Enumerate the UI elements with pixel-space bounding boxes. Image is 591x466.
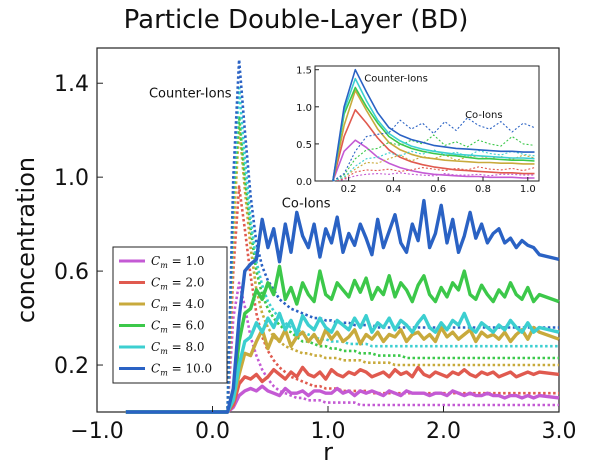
annotation-counter-ions: Counter-Ions	[149, 86, 232, 101]
inset-y-tick-label: 0.0	[296, 177, 312, 188]
inset-y-tick-label: 1.0	[296, 103, 312, 114]
legend-label: Cm = 4.0	[151, 297, 205, 313]
inset-x-tick-label: 0.2	[341, 184, 357, 195]
inset-series-layer	[332, 68, 535, 182]
inset-series-co-ions-2	[332, 154, 535, 182]
annotation-co-ions: Co-Ions	[282, 197, 331, 212]
chart-title: Particle Double-Layer (BD)	[124, 5, 469, 35]
inset-annotation-co-ions: Co-Ions	[465, 110, 503, 121]
series-co-ions-5	[125, 198, 560, 414]
inset-x-tick-label: 0.6	[430, 184, 446, 195]
main-series-layer	[125, 58, 560, 414]
legend-label: Cm = 10.0	[151, 362, 212, 378]
series-counter-ions-1	[125, 185, 559, 414]
series-co-ions-3	[125, 264, 560, 414]
x-tick-label: −1.0	[70, 419, 123, 444]
x-tick-label: 0.0	[195, 419, 230, 444]
inset-series-counter-ions-0	[332, 139, 535, 182]
inset-annotation-counter-ions: Counter-Ions	[364, 74, 428, 85]
main-tick-layer: −1.0 0.0 1.0 2.0 3.0 0.2 0.6 1.0 1.4	[54, 72, 577, 444]
x-tick-label: 3.0	[542, 419, 577, 444]
inset-series-co-ions-0	[332, 172, 535, 182]
series-co-ions-0	[125, 384, 560, 414]
series-counter-ions-0	[125, 281, 559, 414]
y-tick-label: 0.6	[54, 260, 89, 285]
inset-plot: 0.2 0.4 0.6 0.8 1.0 0.0 0.5 1.0 1.5 Counter-Ions…	[296, 65, 540, 195]
y-tick-label: 1.0	[54, 166, 89, 191]
legend: Cm = 1.0 Cm = 2.0 Cm = 4.0 Cm = 6.0 Cm = 8.0…	[112, 246, 228, 384]
x-axis-label: r	[323, 438, 333, 466]
x-tick-label: 2.0	[426, 419, 461, 444]
inset-x-tick-label: 0.8	[475, 184, 491, 195]
inset-x-tick-label: 1.0	[520, 184, 536, 195]
inset-y-tick-label: 0.5	[296, 140, 312, 151]
series-co-ions-4	[125, 311, 560, 414]
legend-box	[112, 246, 228, 384]
legend-label: Cm = 2.0	[151, 276, 205, 292]
y-tick-label: 0.2	[54, 354, 89, 379]
inset-series-co-ions-4	[332, 149, 535, 182]
legend-label: Cm = 1.0	[151, 254, 205, 270]
series-counter-ions-4	[125, 86, 559, 414]
inset-series-counter-ions-4	[332, 77, 535, 182]
legend-label: Cm = 8.0	[151, 340, 205, 356]
y-tick-label: 1.4	[54, 72, 89, 97]
x-tick-label: 1.0	[311, 419, 346, 444]
legend-items: Cm = 1.0 Cm = 2.0 Cm = 4.0 Cm = 6.0 Cm = 8.0…	[119, 254, 212, 378]
inset-tick-layer: 0.2 0.4 0.6 0.8 1.0 0.0 0.5 1.0 1.5	[296, 66, 536, 195]
inset-series-counter-ions-5	[332, 68, 535, 182]
inset-x-tick-label: 0.4	[385, 184, 401, 195]
inset-series-counter-ions-3	[332, 86, 535, 182]
inset-series-co-ions-1	[332, 166, 535, 182]
inset-series-co-ions-5	[332, 117, 535, 182]
legend-label: Cm = 6.0	[151, 319, 205, 335]
series-co-ions-2	[125, 325, 560, 414]
series-co-ions-1	[125, 365, 560, 414]
inset-y-tick-label: 1.5	[296, 66, 312, 77]
inset-series-counter-ions-1	[332, 109, 535, 182]
inset-series-co-ions-3	[332, 134, 535, 182]
y-axis-label: concentration	[12, 157, 40, 323]
